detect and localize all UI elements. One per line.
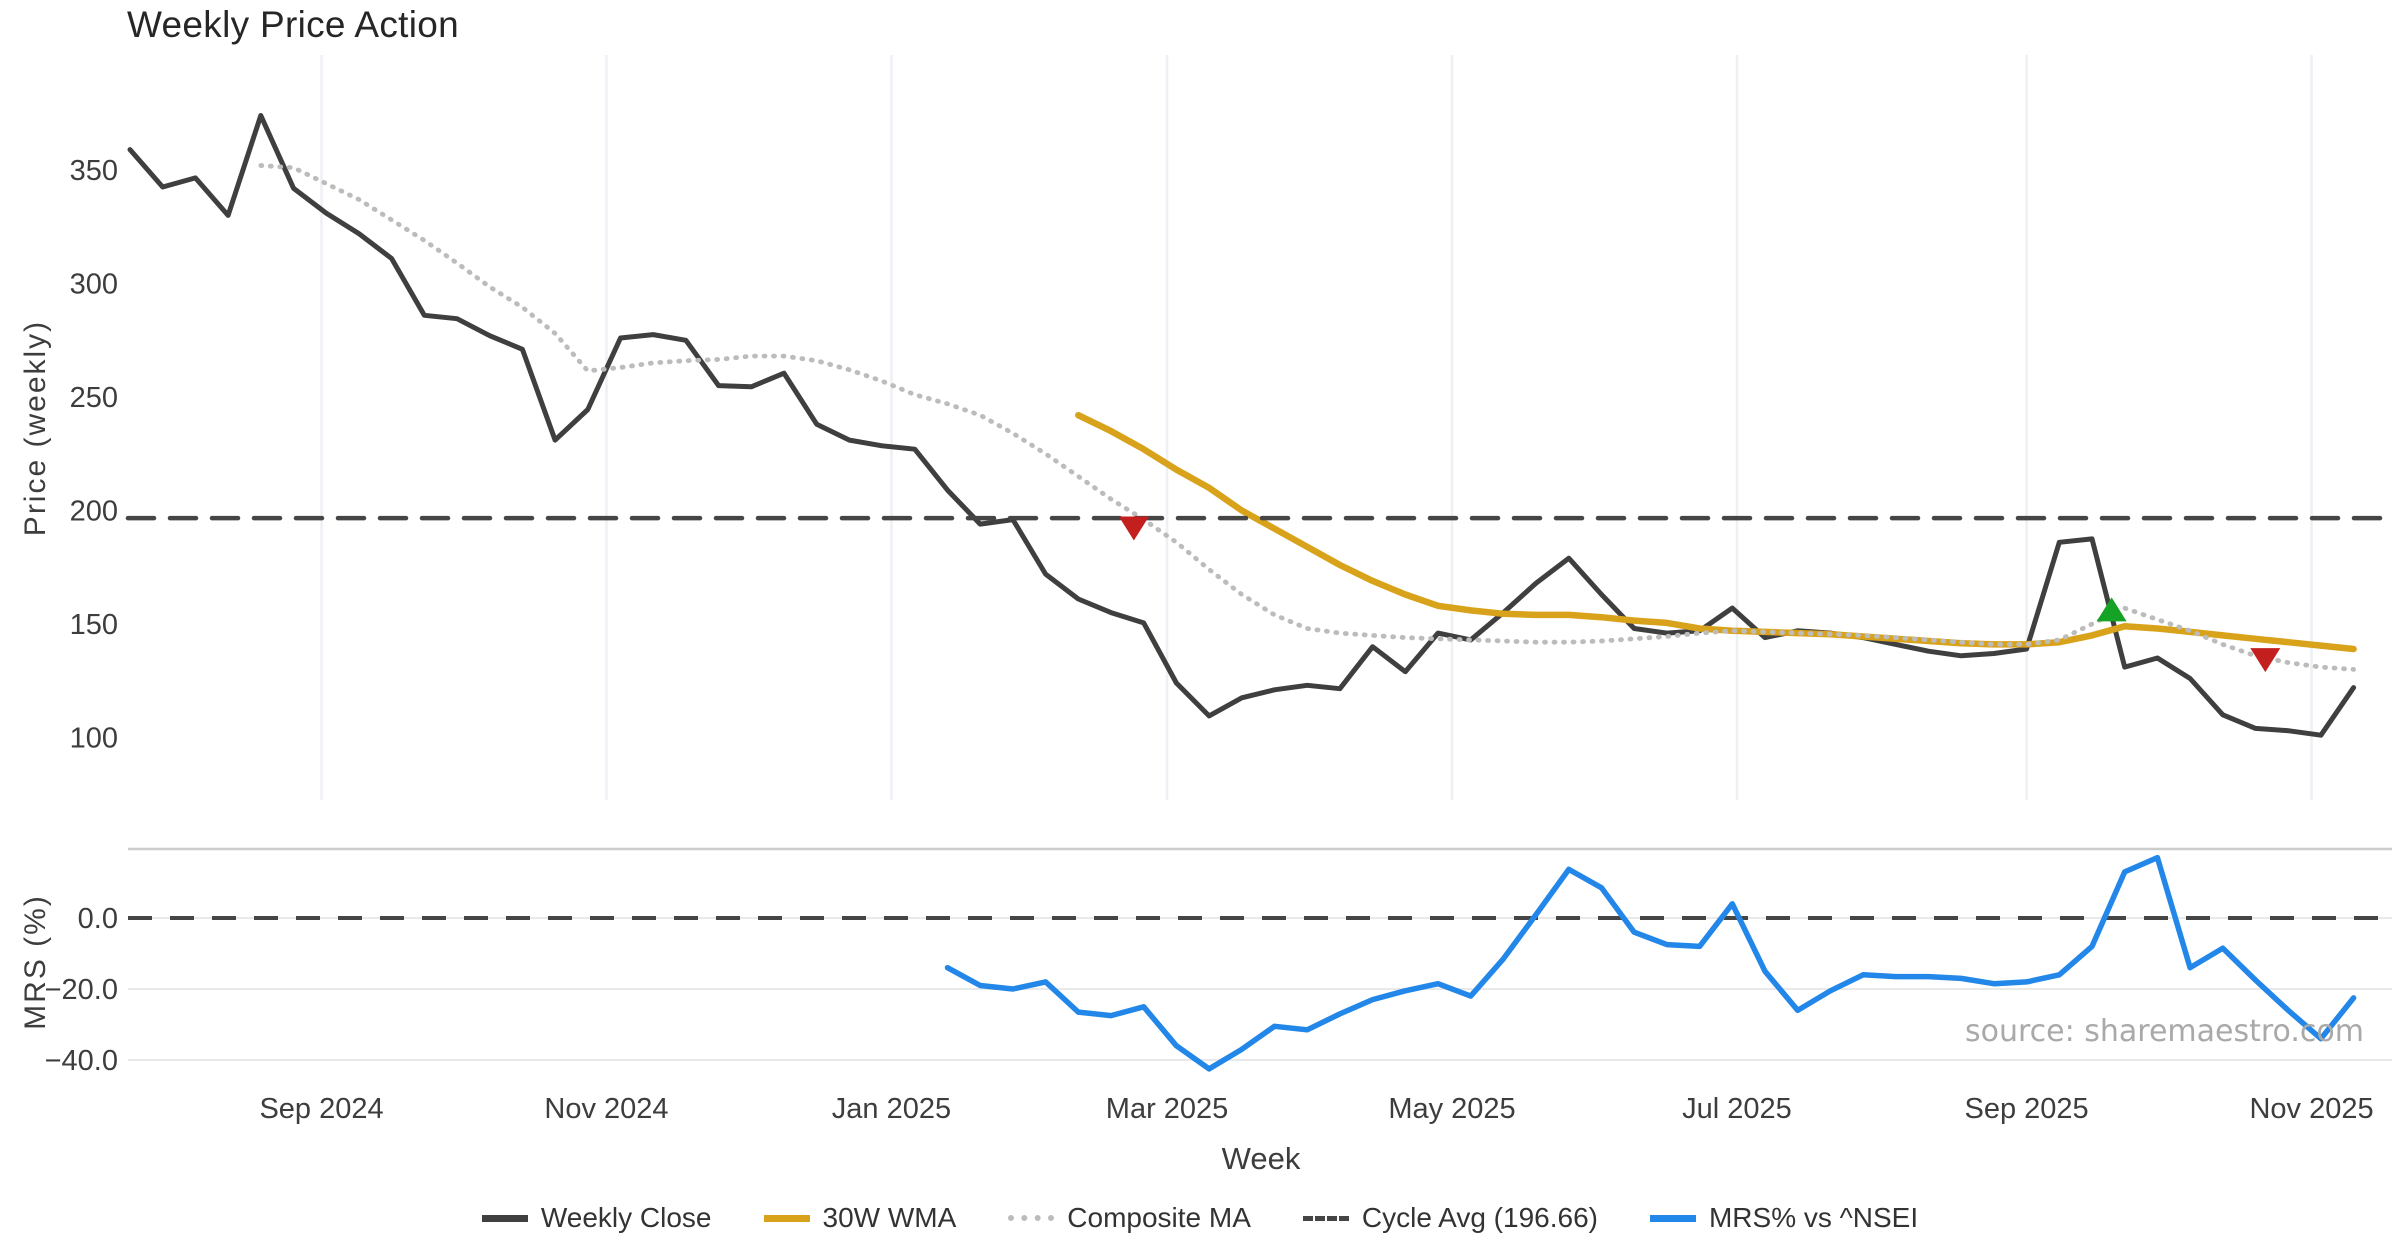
price-tick-label: 150 [70,609,118,641]
x-tick-label: Nov 2024 [544,1093,668,1125]
series-mrs-vs-nsei [944,854,2357,1072]
x-tick-label: Sep 2024 [259,1093,383,1125]
legend-item-cycle-avg-196-66: Cycle Avg (196.66) [1302,1202,1598,1234]
source-credit: source: sharemaestro.com [1965,1014,2364,1049]
legend-item-30w-wma: 30W WMA [763,1202,957,1234]
price-tick-label: 300 [70,269,118,301]
legend-swatch-composite-ma [1008,1215,1055,1221]
legend-item-mrs-vs-nsei: MRS% vs ^NSEI [1649,1202,1919,1234]
legend: Weekly Close 30W WMA Composite MA Cycle Avg… [0,1202,2400,1234]
mrs-tick-label: −20.0 [45,974,118,1006]
x-tick-label: Sep 2025 [1965,1093,2089,1125]
legend-label-cycle-avg-196-66: Cycle Avg (196.66) [1361,1202,1598,1233]
legend-item-weekly-close: Weekly Close [481,1202,712,1234]
x-tick-label: Jan 2025 [832,1093,951,1125]
x-axis-label: Week [1221,1141,1301,1176]
sell-signal-triangle-down-icon [2250,648,2281,673]
legend-label-30w-wma: 30W WMA [822,1202,957,1233]
price-tick-label: 350 [70,155,118,187]
price-tick-label: 100 [70,723,118,755]
mrs-y-axis-label: MRS (%) [19,894,52,1030]
sell-signal-triangle-down-icon [1118,516,1149,541]
legend-item-composite-ma: Composite MA [1008,1202,1251,1234]
x-tick-label: Nov 2025 [2249,1093,2373,1125]
price-tick-label: 250 [70,382,118,414]
legend-swatch-mrs-vs-nsei [1649,1214,1696,1222]
legend-label-mrs-vs-nsei: MRS% vs ^NSEI [1708,1202,1919,1233]
series-composite-ma [258,163,2356,672]
series-weekly-close [127,113,2357,738]
legend-label-composite-ma: Composite MA [1067,1202,1251,1233]
x-tick-label: May 2025 [1388,1093,1515,1125]
legend-label-weekly-close: Weekly Close [540,1202,712,1233]
mrs-tick-label: 0.0 [78,903,118,935]
series-30w-wma [1075,411,2357,653]
price-y-axis-label: Price (weekly) [19,319,52,537]
mrs-tick-label: −40.0 [45,1045,118,1077]
legend-swatch-30w-wma [763,1214,810,1222]
buy-signal-triangle-up-icon [2096,597,2127,622]
x-tick-label: Mar 2025 [1106,1093,1229,1125]
x-tick-label: Jul 2025 [1682,1093,1792,1125]
legend-swatch-cycle-avg-196-66 [1302,1215,1349,1221]
chart-title: Weekly Price Action [127,4,459,45]
legend-swatch-weekly-close [481,1214,528,1222]
price-tick-label: 200 [70,496,118,528]
